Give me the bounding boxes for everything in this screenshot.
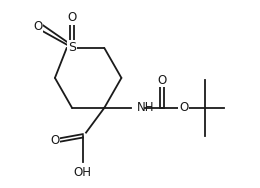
Text: O: O bbox=[33, 20, 42, 33]
Text: O: O bbox=[179, 102, 188, 114]
Text: OH: OH bbox=[74, 166, 92, 179]
Text: S: S bbox=[68, 41, 76, 54]
Text: O: O bbox=[158, 74, 167, 86]
Text: O: O bbox=[50, 134, 60, 147]
Text: NH: NH bbox=[136, 102, 154, 114]
Text: O: O bbox=[67, 11, 77, 24]
